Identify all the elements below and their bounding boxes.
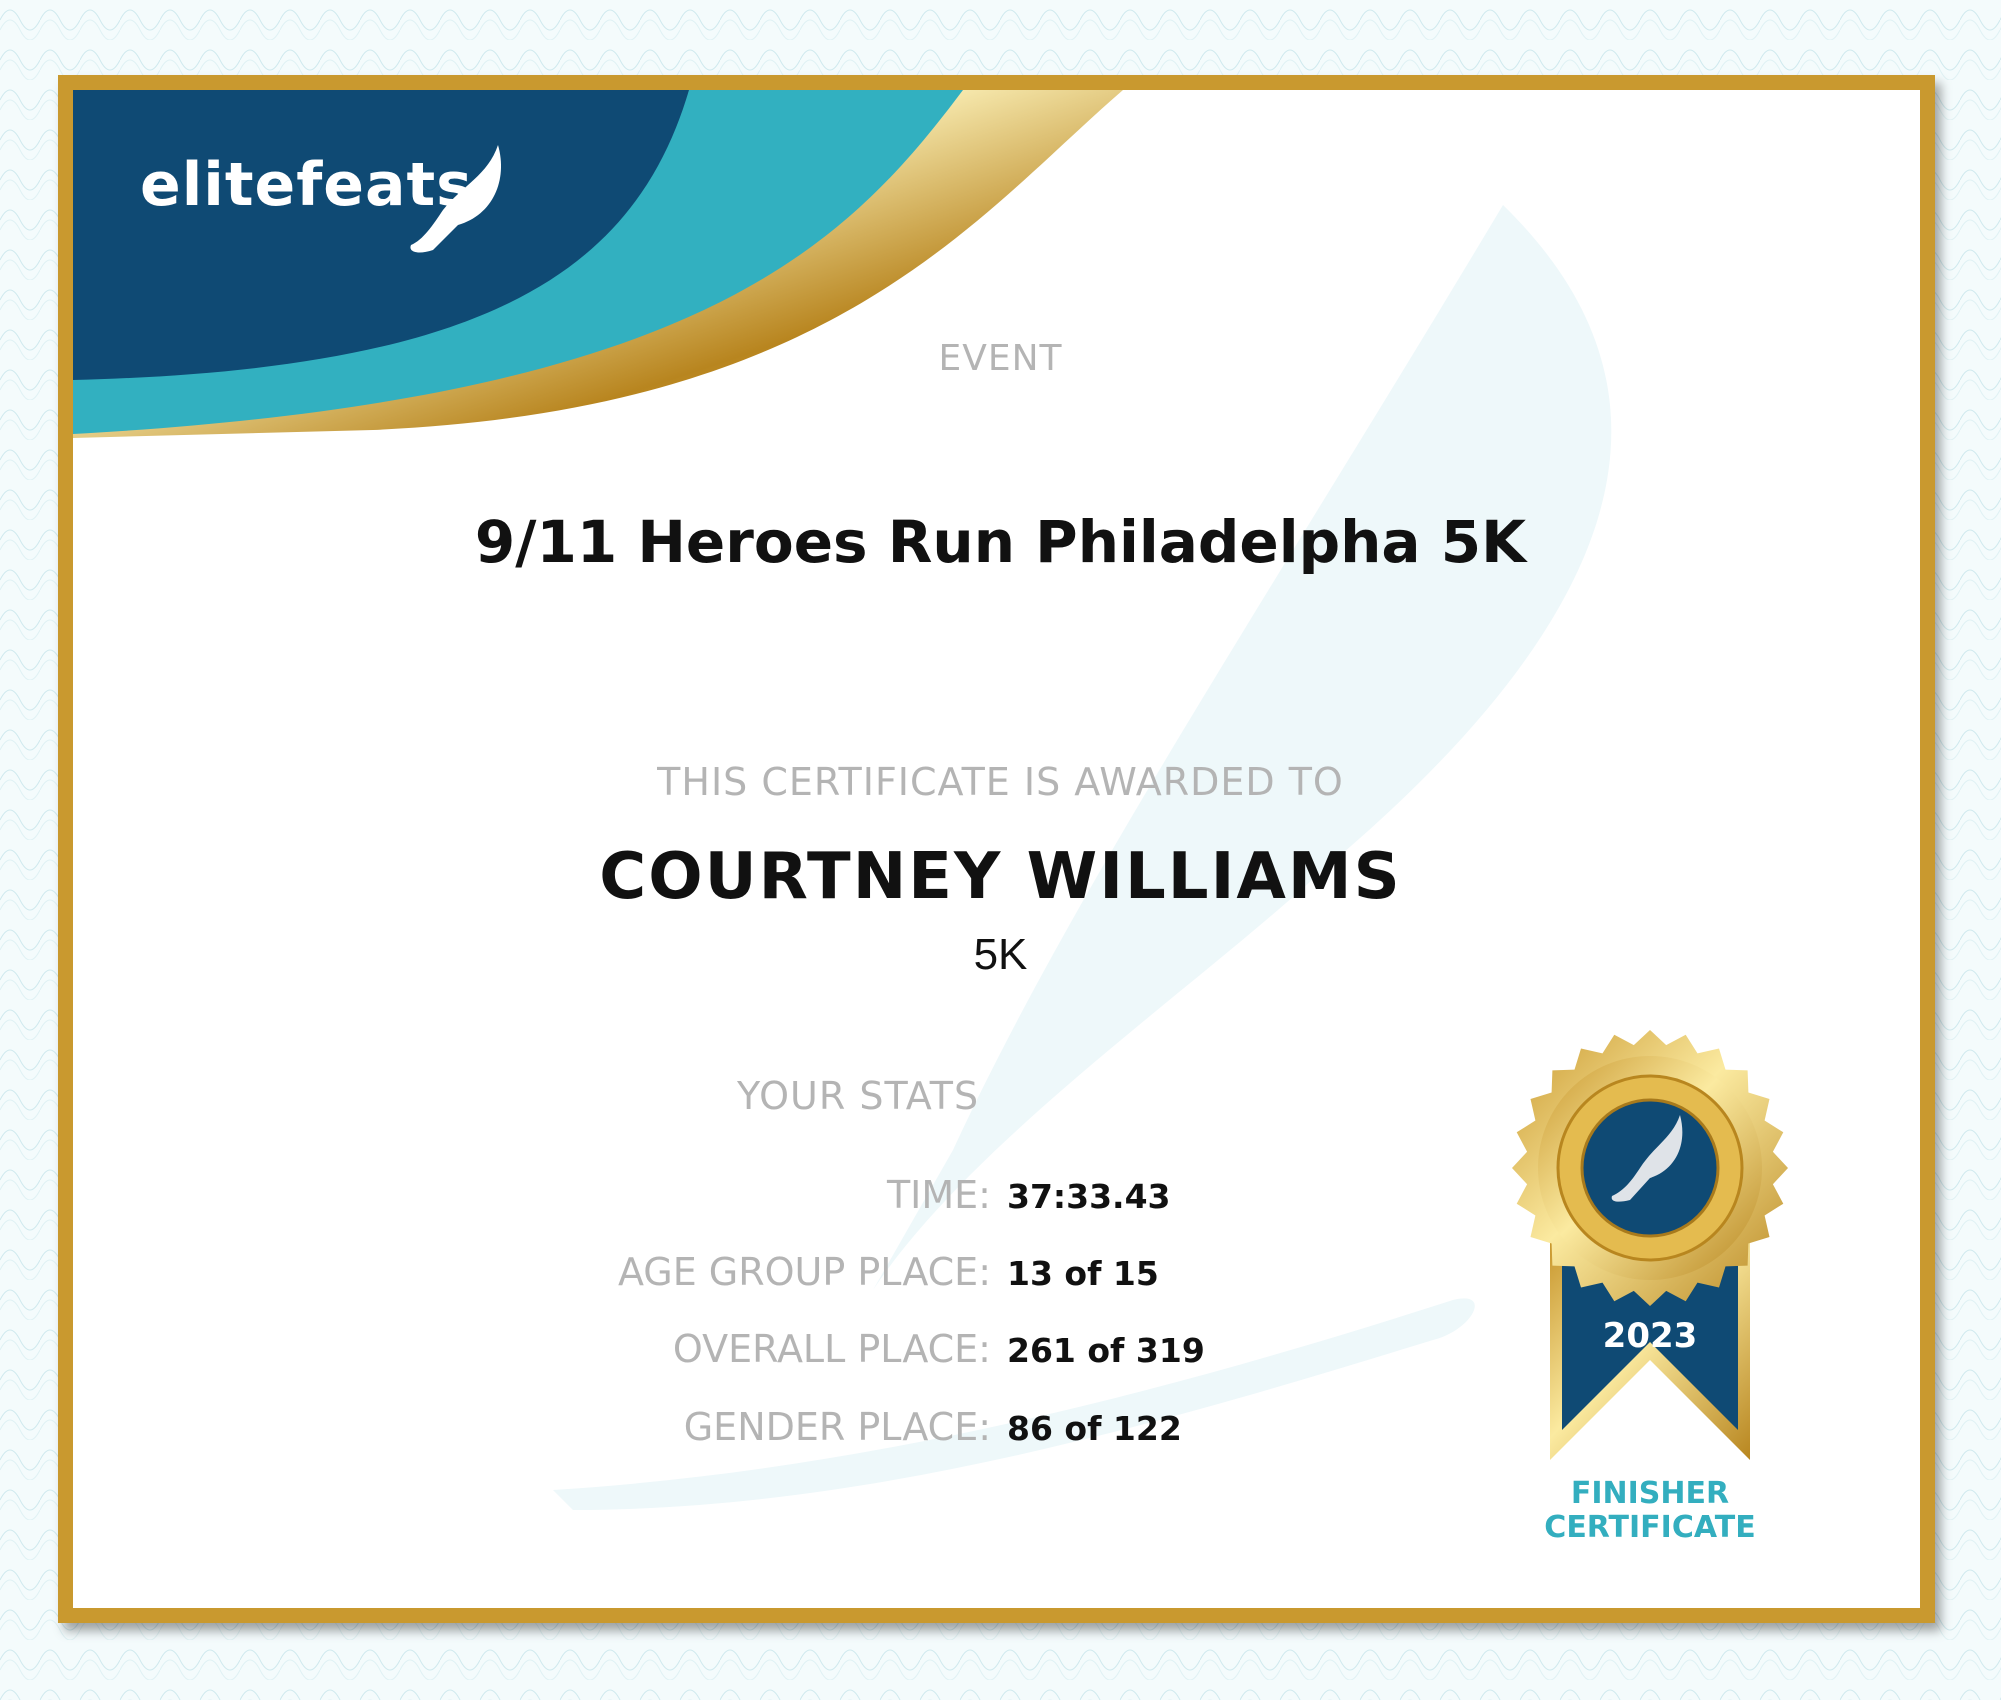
stat-row-gender: GENDER PLACE: 86 of 122 xyxy=(0,1405,2001,1455)
stat-label: OVERALL PLACE: xyxy=(672,1327,991,1371)
recipient-name: COURTNEY WILLIAMS xyxy=(599,840,1402,914)
header-swoosh xyxy=(73,90,1612,1510)
winged-shoe-icon xyxy=(410,145,502,253)
distance: 5K xyxy=(973,930,1028,979)
stat-value: 86 of 122 xyxy=(1007,1409,1182,1448)
stat-row-overall: OVERALL PLACE: 261 of 319 xyxy=(0,1327,2001,1377)
awarded-label: THIS CERTIFICATE IS AWARDED TO xyxy=(657,760,1344,804)
event-name: 9/11 Heroes Run Philadelpha 5K xyxy=(474,508,1527,576)
finisher-badge xyxy=(1512,1030,1788,1460)
stats-heading: YOUR STATS xyxy=(737,1074,980,1118)
winged-shoe-icon xyxy=(1611,1115,1683,1202)
stat-label: AGE GROUP PLACE: xyxy=(617,1250,991,1294)
finisher-certificate-label: FINISHER CERTIFICATE xyxy=(1500,1477,1800,1545)
stat-row-time: TIME: 37:33.43 xyxy=(0,1173,2001,1223)
event-label: EVENT xyxy=(938,338,1063,379)
elitefeats-logo: elitefeats xyxy=(140,150,473,220)
stat-row-age-group: AGE GROUP PLACE: 13 of 15 xyxy=(0,1250,2001,1300)
stat-value: 37:33.43 xyxy=(1007,1177,1171,1216)
badge-line-1: FINISHER xyxy=(1570,1476,1730,1511)
badge-year: 2023 xyxy=(1602,1316,1698,1356)
stat-label: TIME: xyxy=(886,1173,991,1217)
stat-label: GENDER PLACE: xyxy=(683,1405,991,1449)
stat-value: 13 of 15 xyxy=(1007,1254,1159,1293)
stat-value: 261 of 319 xyxy=(1007,1331,1205,1370)
badge-line-2: CERTIFICATE xyxy=(1544,1510,1756,1545)
